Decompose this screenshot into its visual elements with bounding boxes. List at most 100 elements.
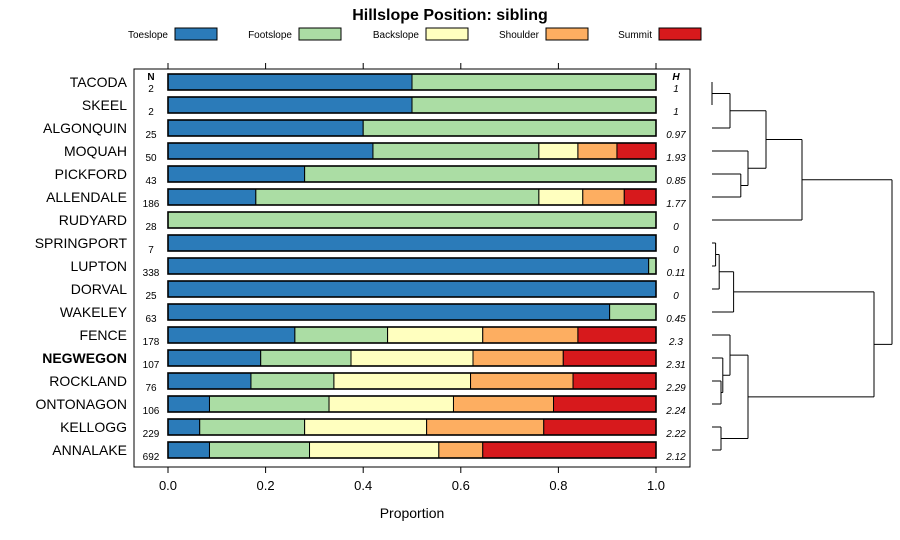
row-label-springport: SPRINGPORT [35, 235, 128, 251]
bar-negwegon-shoulder [472, 349, 564, 367]
h-label-lupton: 0.11 [667, 268, 686, 279]
row-label-negwegon: NEGWEGON [42, 350, 127, 366]
bar-rockland-shoulder [470, 372, 574, 390]
row-labels: TACODA SKEEL ALGONQUIN MOQUAH PICKFORD ALLEND… [35, 74, 128, 458]
n-label-ontonagon: 106 [143, 406, 160, 417]
dendrogram [711, 82, 893, 451]
n-label-pickford: 43 [145, 176, 157, 187]
bar-kellogg-toeslope [167, 418, 201, 436]
bar-moquah-footslope [372, 142, 540, 160]
n-label-algonquin: 25 [145, 130, 157, 141]
bar-rockland-summit [572, 372, 657, 390]
bar-annalake-summit [482, 441, 657, 459]
row-label-tacoda: TACODA [70, 74, 128, 90]
legend-label-toeslope: Toeslope [128, 30, 168, 41]
row-label-moquah: MOQUAH [64, 143, 127, 159]
legend-label-shoulder: Shoulder [499, 30, 540, 41]
bar-outline-pickford [167, 165, 657, 183]
bar-outline-rudyard [167, 211, 657, 229]
n-label-tacoda: 2 [148, 84, 154, 95]
bar-kellogg-summit [543, 418, 657, 436]
bar-fence-shoulder [482, 326, 579, 344]
x-tick-label-0: 0.0 [159, 478, 177, 493]
bar-springport-toeslope [167, 234, 657, 252]
bar-outline-fence [167, 326, 657, 344]
row-label-wakeley: WAKELEY [60, 304, 128, 320]
h-labels: 1 1 0.97 1.93 0.85 1.77 0 0 0.11 0 0.45 2.3 2.31 2.29… [665, 84, 686, 463]
bar-allendale-footslope [255, 188, 540, 206]
x-axis-title: Proportion [380, 505, 445, 521]
legend-label-footslope: Footslope [248, 30, 292, 41]
bar-outline-algonquin [167, 119, 657, 137]
row-label-rockland: ROCKLAND [49, 373, 127, 389]
x-tick-label-4: 0.8 [549, 478, 567, 493]
legend-swatch-summit [658, 27, 702, 41]
bar-wakeley-footslope [609, 303, 657, 321]
legend-label-summit: Summit [618, 30, 652, 41]
n-label-kellogg: 229 [143, 429, 160, 440]
bar-moquah-shoulder [577, 142, 618, 160]
h-label-moquah: 1.93 [666, 153, 686, 164]
bar-dorval-toeslope [167, 280, 657, 298]
x-axis: 0.0 0.2 0.4 0.6 0.8 1.0 [159, 63, 665, 493]
bar-allendale-summit [623, 188, 657, 206]
bar-pickford-toeslope [167, 165, 306, 183]
row-label-pickford: PICKFORD [55, 166, 127, 182]
h-column-header: H [672, 72, 680, 83]
n-column-header: N [147, 72, 154, 83]
bar-algonquin-footslope [362, 119, 657, 137]
bar-allendale-shoulder [582, 188, 625, 206]
bar-fence-footslope [294, 326, 389, 344]
n-label-rockland: 76 [145, 383, 157, 394]
row-label-algonquin: ALGONQUIN [43, 120, 127, 136]
n-label-springport: 7 [148, 245, 154, 256]
h-label-negwegon: 2.31 [665, 360, 685, 371]
h-label-rudyard: 0 [673, 222, 679, 233]
n-label-rudyard: 28 [145, 222, 157, 233]
row-label-skeel: SKEEL [82, 97, 127, 113]
bar-outline-rockland [167, 372, 657, 390]
bar-ontonagon-backslope [328, 395, 454, 413]
bar-lupton-toeslope [167, 257, 650, 275]
bar-negwegon-summit [562, 349, 657, 367]
bar-rockland-backslope [333, 372, 472, 390]
bar-annalake-shoulder [438, 441, 484, 459]
n-label-moquah: 50 [145, 153, 157, 164]
bar-annalake-backslope [309, 441, 440, 459]
n-label-skeel: 2 [148, 107, 154, 118]
bars-group [167, 73, 657, 459]
bar-outline-allendale [167, 188, 657, 206]
row-label-rudyard: RUDYARD [59, 212, 127, 228]
bar-outline-skeel [167, 96, 657, 114]
h-label-ontonagon: 2.24 [665, 406, 686, 417]
h-label-fence: 2.3 [668, 337, 683, 348]
legend-swatch-shoulder [545, 27, 589, 41]
bar-tacoda-footslope [411, 73, 657, 91]
bar-tacoda-toeslope [167, 73, 413, 91]
legend-swatch-toeslope [174, 27, 218, 41]
bar-lupton-footslope [648, 257, 657, 275]
bar-kellogg-shoulder [426, 418, 545, 436]
bar-fence-summit [577, 326, 657, 344]
legend-label-backslope: Backslope [373, 30, 420, 41]
bar-ontonagon-toeslope [167, 395, 210, 413]
n-label-allendale: 186 [143, 199, 160, 210]
h-label-skeel: 1 [673, 107, 679, 118]
bar-ontonagon-footslope [208, 395, 330, 413]
bar-kellogg-backslope [304, 418, 428, 436]
h-label-rockland: 2.29 [665, 383, 686, 394]
x-tick-label-2: 0.4 [354, 478, 372, 493]
n-label-dorval: 25 [145, 291, 157, 302]
bar-outline-springport [167, 234, 657, 252]
legend-swatch-footslope [298, 27, 342, 41]
bar-rockland-footslope [250, 372, 335, 390]
h-label-tacoda: 1 [673, 84, 679, 95]
bar-moquah-toeslope [167, 142, 374, 160]
n-label-wakeley: 63 [145, 314, 157, 325]
h-label-algonquin: 0.97 [666, 130, 686, 141]
bar-kellogg-footslope [199, 418, 306, 436]
bar-pickford-footslope [304, 165, 657, 183]
panel-border [133, 68, 691, 468]
bar-allendale-toeslope [167, 188, 257, 206]
